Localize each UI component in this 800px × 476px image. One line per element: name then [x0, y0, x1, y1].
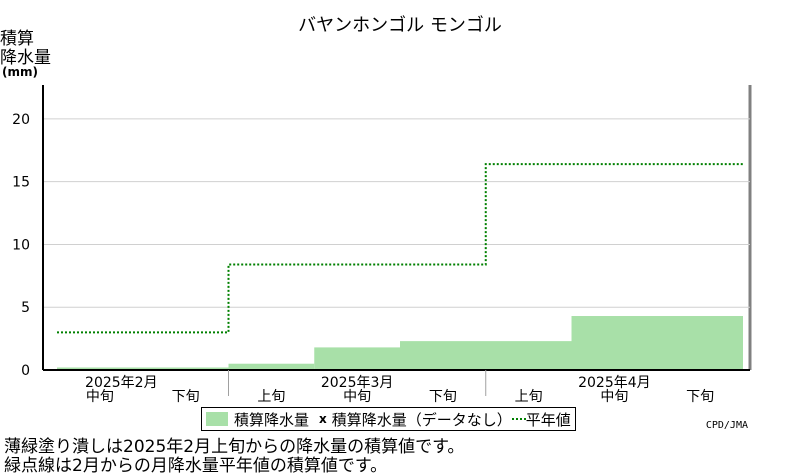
x-dekad-label: 下旬 — [686, 389, 714, 405]
legend-label-normal: 平年値 — [525, 410, 571, 429]
x-dekad-label: 中旬 — [600, 389, 628, 405]
x-dekad-label: 下旬 — [429, 389, 457, 405]
legend-swatch-accumulated — [206, 412, 228, 426]
accumulated-bar — [228, 363, 315, 370]
accumulated-bar — [400, 341, 572, 370]
y-tick-label: 20 — [12, 112, 30, 128]
accumulated-bar — [57, 367, 229, 370]
y-axis-label-line1: 積算 — [0, 29, 34, 49]
accumulated-bar — [314, 347, 400, 370]
x-dekad-label: 中旬 — [86, 389, 114, 405]
x-month-label: 2025年2月 — [85, 375, 158, 391]
note-line-2: 緑点線は2月からの月降水量平年値の積算値です。 — [4, 456, 388, 476]
legend-label-no-data: 積算降水量（データなし） — [331, 410, 512, 429]
note-line-1: 薄緑塗り潰しは2025年2月上旬からの降水量の積算値です。 — [4, 437, 465, 457]
accumulated-bar — [571, 316, 743, 370]
y-axis-label-line2: 降水量 — [0, 48, 51, 68]
legend-swatch-normal — [511, 418, 526, 420]
x-dekad-label: 下旬 — [172, 389, 200, 405]
x-dekad-label: 上旬 — [515, 389, 543, 405]
x-month-label: 2025年4月 — [578, 375, 651, 391]
legend-no-data-mark: x — [319, 412, 327, 426]
y-tick-label: 5 — [21, 300, 30, 316]
x-dekad-label: 上旬 — [257, 389, 285, 405]
chart-title: バヤンホンゴル モンゴル — [298, 15, 502, 36]
x-month-label: 2025年3月 — [321, 375, 394, 391]
y-axis-unit: (mm) — [2, 65, 38, 79]
x-dekad-label: 中旬 — [343, 389, 371, 405]
legend-label-accumulated: 積算降水量 — [234, 410, 310, 429]
credit-label: CPD/JMA — [705, 420, 748, 431]
y-tick-label: 15 — [12, 175, 30, 191]
y-tick-label: 0 — [21, 363, 30, 379]
y-tick-label: 10 — [12, 237, 30, 253]
legend: 積算降水量 x 積算降水量（データなし） 平年値 — [201, 407, 576, 431]
